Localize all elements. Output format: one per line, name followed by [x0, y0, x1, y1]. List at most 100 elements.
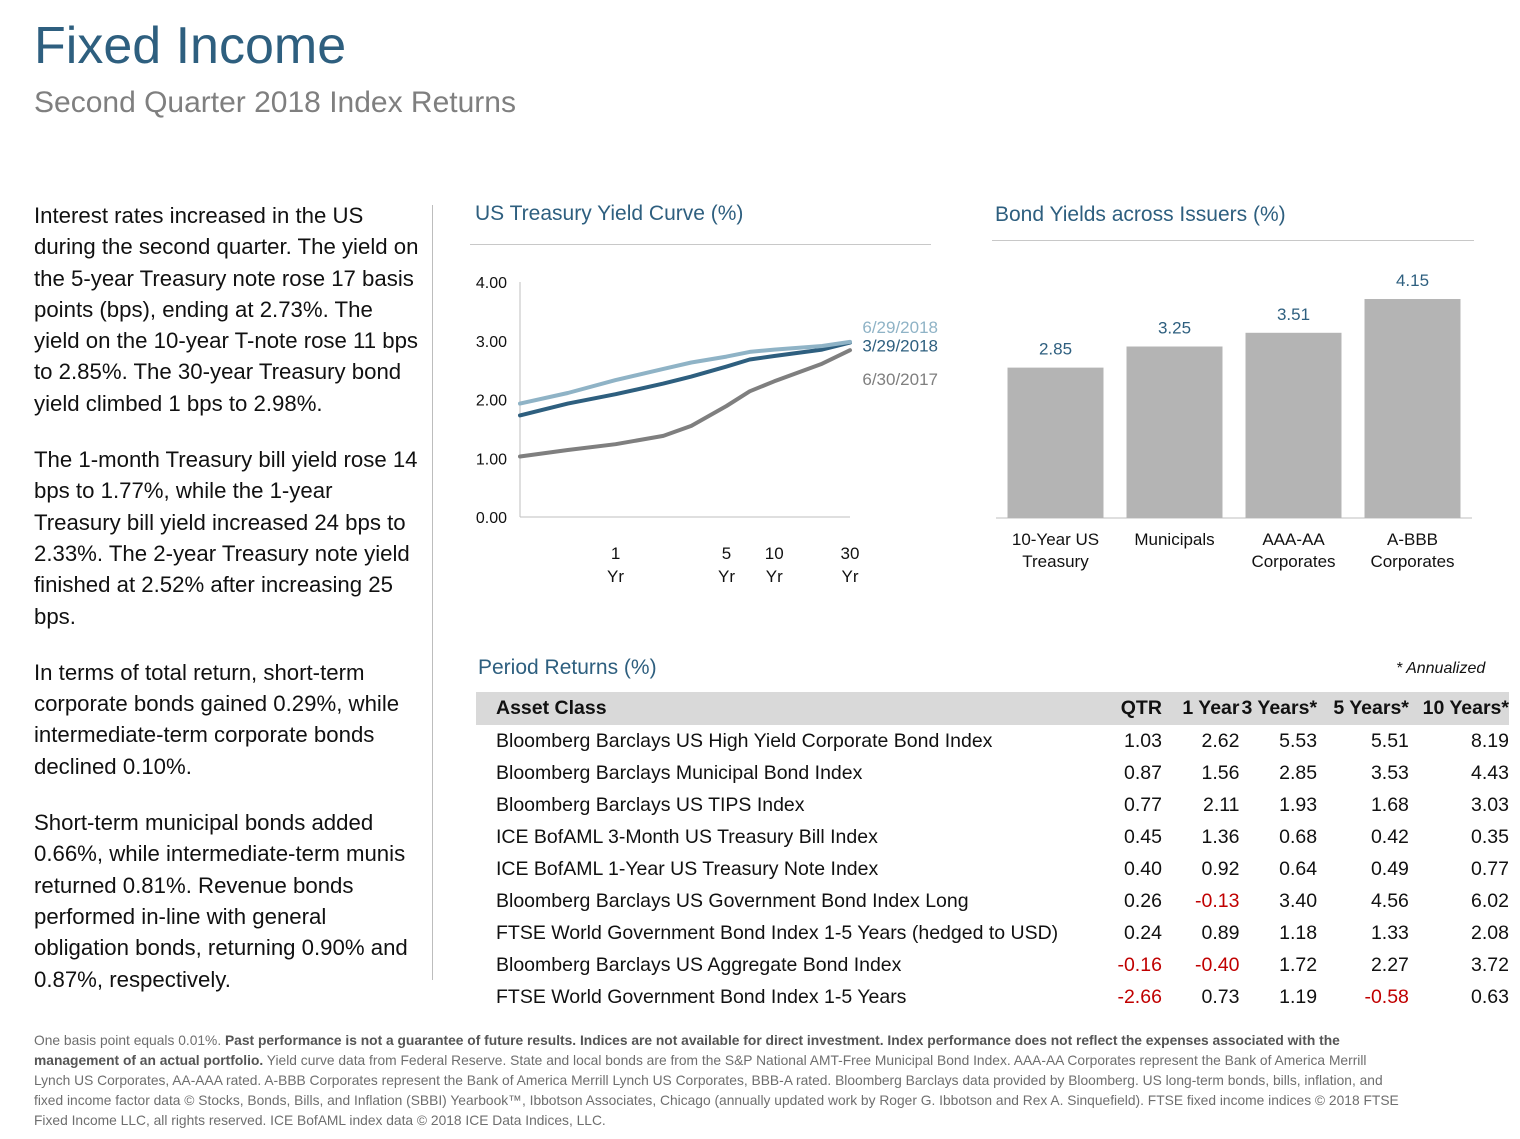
return-cell: 1.33 [1370, 921, 1409, 944]
annualized-note: * Annualized [1396, 660, 1486, 677]
bond-yields-title-rule [992, 240, 1474, 241]
asset-class-cell: FTSE World Government Bond Index 1-5 Yea… [496, 921, 1059, 944]
return-cell: 2.27 [1370, 953, 1409, 976]
series-line [518, 339, 852, 406]
return-cell: 0.73 [1201, 985, 1240, 1008]
return-cell: 0.40 [1123, 857, 1162, 880]
period-returns-table: Asset Class QTR 1 Year 3 Years* 5 Years* 10 Y… [476, 692, 1509, 1013]
x-tick-label: Yr [842, 567, 859, 586]
return-cell: -0.16 [1117, 953, 1162, 976]
column-header: 1 Year [1161, 692, 1240, 725]
commentary-paragraph: Short-term municipal bonds added 0.66%, … [34, 810, 408, 992]
asset-class-cell: ICE BofAML 3-Month US Treasury Bill Inde… [496, 825, 878, 848]
commentary-paragraph: The 1-month Treasury bill yield rose 14 … [34, 447, 418, 629]
return-cell: 0.26 [1123, 889, 1162, 912]
yield-curve-title: US Treasury Yield Curve (%) [475, 202, 744, 225]
table-row: Bloomberg Barclays US Aggregate Bond Ind… [476, 949, 1509, 981]
return-cell: 0.45 [1123, 825, 1162, 848]
return-cell: 0.89 [1201, 921, 1240, 944]
footnote-lead: One basis point equals 0.01%. [34, 1033, 225, 1048]
asset-class-cell: Bloomberg Barclays US Government Bond In… [496, 889, 969, 912]
return-cell: 4.56 [1370, 889, 1409, 912]
series-line [518, 340, 852, 418]
return-cell: 0.24 [1123, 921, 1162, 944]
return-cell: 0.42 [1370, 825, 1409, 848]
table-row: Bloomberg Barclays Municipal Bond Index 0… [476, 757, 1509, 789]
x-tick-label: 1 [611, 544, 620, 563]
return-cell: 0.77 [1471, 857, 1509, 880]
return-cell: -0.58 [1364, 985, 1409, 1008]
column-header: 5 Years* [1317, 692, 1409, 725]
return-cell: 8.19 [1471, 729, 1509, 752]
bond-yields-chart: 2.85 10-Year US Treasury 3.25 Municipals 3.51… [996, 271, 1472, 571]
bar-value-label: 2.85 [1039, 340, 1072, 359]
return-cell: 1.93 [1279, 793, 1318, 816]
return-cell: 3.72 [1471, 953, 1509, 976]
return-cell: 1.72 [1279, 953, 1318, 976]
bar [1126, 346, 1223, 518]
y-tick-label: 4.00 [476, 275, 507, 292]
column-header: QTR [1088, 692, 1162, 725]
return-cell: 2.11 [1202, 793, 1240, 816]
series-label: 6/30/2017 [862, 370, 938, 389]
asset-class-cell: Bloomberg Barclays US Aggregate Bond Ind… [496, 953, 902, 976]
table-row: Bloomberg Barclays US TIPS Index 0.77 2.11… [476, 789, 1509, 821]
asset-class-cell: ICE BofAML 1-Year US Treasury Note Index [496, 857, 879, 880]
page-subtitle: Second Quarter 2018 Index Returns [34, 86, 516, 119]
y-tick-label: 0.00 [476, 510, 507, 527]
asset-class-cell: Bloomberg Barclays Municipal Bond Index [496, 761, 863, 784]
y-tick-label: 3.00 [476, 334, 507, 351]
return-cell: 1.36 [1201, 825, 1240, 848]
table-row: FTSE World Government Bond Index 1-5 Yea… [476, 917, 1509, 949]
return-cell: 1.19 [1279, 985, 1318, 1008]
return-cell: 4.43 [1471, 761, 1509, 784]
yield-curve-chart: 0.00 1.00 2.00 3.00 4.00 1 Yr 5 Yr 10 Yr 30 Yr 6/29/2… [476, 275, 938, 586]
return-cell: 0.64 [1279, 857, 1318, 880]
table-row: FTSE World Government Bond Index 1-5 Yea… [476, 981, 1509, 1013]
table-row: ICE BofAML 3-Month US Treasury Bill Inde… [476, 821, 1509, 853]
category-label: Treasury [1022, 552, 1089, 571]
table-row: ICE BofAML 1-Year US Treasury Note Index… [476, 853, 1509, 885]
return-cell: 3.53 [1370, 761, 1409, 784]
column-header: 3 Years* [1239, 692, 1318, 725]
bar-value-label: 3.25 [1158, 319, 1191, 338]
bar [1364, 299, 1461, 518]
bar [1245, 332, 1342, 518]
y-tick-label: 1.00 [476, 451, 507, 468]
return-cell: 0.35 [1471, 825, 1509, 848]
commentary-paragraph: Interest rates increased in the US durin… [34, 203, 419, 416]
asset-class-cell: Bloomberg Barclays US High Yield Corpora… [496, 729, 993, 752]
table-row: Bloomberg Barclays US High Yield Corpora… [476, 725, 1509, 757]
return-cell: 3.40 [1279, 889, 1318, 912]
column-header: 10 Years* [1408, 692, 1509, 725]
series-line [518, 348, 852, 459]
commentary: Interest rates increased in the US durin… [34, 200, 424, 1020]
category-label: Corporates [1251, 552, 1335, 571]
asset-class-cell: Bloomberg Barclays US TIPS Index [496, 793, 805, 816]
return-cell: 1.18 [1279, 921, 1318, 944]
return-cell: 1.56 [1201, 761, 1240, 784]
asset-class-cell: FTSE World Government Bond Index 1-5 Yea… [496, 985, 907, 1008]
return-cell: 0.92 [1201, 857, 1240, 880]
commentary-paragraph: In terms of total return, short-term cor… [34, 659, 400, 779]
return-cell: -0.40 [1195, 953, 1240, 976]
return-cell: 5.51 [1370, 729, 1409, 752]
category-label: 10-Year US [1012, 530, 1099, 549]
return-cell: -2.66 [1117, 985, 1162, 1008]
return-cell: 0.77 [1123, 793, 1162, 816]
page-title: Fixed Income [34, 17, 347, 75]
x-tick-label: 5 [722, 544, 731, 563]
return-cell: 0.68 [1279, 825, 1318, 848]
y-tick-label: 2.00 [476, 393, 507, 410]
footnote-disclaimer: Past performance is not a guarantee of f… [34, 1033, 1340, 1068]
category-label: AAA-AA [1262, 530, 1325, 549]
return-cell: 5.53 [1279, 729, 1318, 752]
bar-value-label: 4.15 [1396, 271, 1429, 290]
return-cell: 3.03 [1471, 793, 1509, 816]
x-tick-label: Yr [607, 567, 624, 586]
bond-yields-title: Bond Yields across Issuers (%) [995, 203, 1286, 226]
return-cell: 0.87 [1123, 761, 1162, 784]
series-label: 3/29/2018 [862, 337, 938, 356]
column-header: Asset Class [476, 692, 1089, 725]
footnote-sources: Yield curve data from Federal Reserve. S… [34, 1053, 1399, 1128]
